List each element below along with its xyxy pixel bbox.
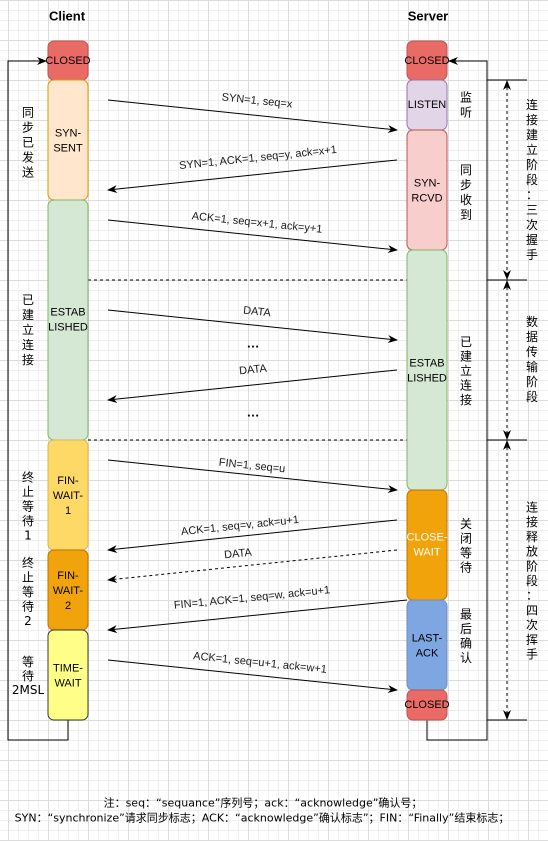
client-state-fin-wait-1: FIN-WAIT-1: [47, 439, 89, 551]
state-box: [406, 489, 448, 601]
arrow-fin-client: [107, 459, 398, 494]
ellipsis: …: [247, 405, 260, 420]
server-state-established: ESTAB LISHED: [406, 249, 448, 491]
arrow-label-data-server: DATA: [239, 363, 268, 378]
state-label: LISTEN: [408, 99, 447, 111]
state-box: [406, 599, 448, 691]
client-loop-line: [7, 57, 69, 741]
state-label: SYN-RCVD: [411, 178, 442, 205]
server-header: Server: [408, 9, 448, 24]
arrow-label-syn-ack: SYN=1, ACK=1, seq=y, ack=x+1: [179, 144, 338, 172]
state-box: [47, 629, 89, 721]
client-label-fin-wait-1: 终止等待 1: [22, 470, 34, 543]
ellipsis: …: [247, 336, 260, 351]
state-box: [406, 129, 448, 251]
arrow-label-ack-fin: ACK=1, seq=v, ack=u+1: [180, 514, 299, 538]
client-state-syn-sent: SYN-SENT: [47, 79, 89, 201]
state-label: ESTAB LISHED: [407, 358, 447, 385]
state-label: ESTAB LISHED: [48, 307, 88, 334]
server-label-last-ack: 最后确认: [460, 607, 472, 665]
arrow-label-data-dashed: DATA: [224, 547, 253, 562]
state-label: LAST-ACK: [412, 633, 443, 660]
phase-label-establish: 连接建立阶段：三次握手: [526, 97, 538, 262]
state-label: CLOSED: [45, 55, 90, 67]
server-state-last-ack: LAST-ACK: [406, 599, 448, 691]
arrow-data-client: [107, 309, 398, 344]
server-state-closed-final: CLOSED: [404, 689, 450, 721]
state-label: FIN-WAIT-1: [53, 475, 83, 517]
server-label-established: 已建立连接: [460, 335, 472, 407]
client-state-established: ESTAB LISHED: [47, 199, 89, 441]
arrow-label-syn: SYN=1, seq=x: [221, 91, 293, 110]
client-label-syn-sent: 同步已发送: [22, 106, 34, 180]
arrow-ack-fin: [107, 519, 398, 554]
server-loop-line: [426, 57, 488, 741]
server-state-close-wait: CLOSE-WAIT: [406, 489, 448, 601]
server-label-syn-rcvd: 同步收到: [460, 163, 472, 222]
phase-label-release: 连接释放阶段：四次挥手: [526, 500, 538, 662]
arrow-label-data-client: DATA: [243, 305, 272, 320]
server-state-closed: CLOSED: [404, 40, 450, 81]
arrow-label-ack-final: ACK=1, seq=u+1, ack=w+1: [193, 650, 328, 676]
arrow-data-dashed: [107, 549, 398, 584]
state-label: CLOSED: [404, 55, 449, 67]
arrow-syn-ack: [107, 159, 398, 194]
client-state-closed: CLOSED: [45, 40, 91, 81]
client-state-time-wait: TIME-WAIT: [47, 629, 89, 721]
arrow-syn: [107, 99, 398, 134]
state-box: [406, 689, 448, 721]
arrow-data-server: [107, 369, 398, 404]
phase-label-transfer: 数据传输阶段: [526, 314, 538, 404]
client-state-fin-wait-2: FIN-WAIT-2: [47, 549, 89, 631]
server-state-syn-rcvd: SYN-RCVD: [406, 129, 448, 251]
state-label: CLOSE-WAIT: [407, 532, 448, 559]
state-box: [406, 249, 448, 491]
server-label-listen: 监听: [460, 91, 472, 120]
arrow-fin-server: [107, 599, 408, 634]
arrow-ack: [107, 219, 398, 254]
server-state-listen: LISTEN: [406, 79, 448, 131]
client-header: Client: [49, 9, 86, 24]
server-label-close-wait: 关闭等待: [460, 517, 472, 575]
arrow-label-fin-server: FIN=1, ACK=1, seq=w, ack=u+1: [173, 584, 330, 612]
state-label: CLOSED: [404, 699, 449, 711]
note-line-1: 注：seq：“sequance”序列号；ack：“acknowledge”确认号…: [104, 796, 423, 810]
note-line-2: SYN：“synchronize”请求同步标志；ACK：“acknowledge…: [15, 811, 510, 825]
state-box: [47, 199, 89, 441]
client-label-established: 已建立连接: [22, 293, 34, 367]
client-label-time-wait: 等待 2MSL: [12, 655, 45, 697]
arrow-label-ack: ACK=1, seq=x+1, ack=y+1: [191, 210, 323, 235]
state-label: TIME-WAIT: [53, 663, 83, 690]
client-label-fin-wait-2: 终止等待 2: [22, 555, 34, 628]
arrow-ack-final: [107, 659, 398, 694]
state-label: SYN-SENT: [53, 128, 83, 155]
state-label: FIN-WAIT-2: [53, 570, 83, 612]
state-box: [47, 79, 89, 201]
